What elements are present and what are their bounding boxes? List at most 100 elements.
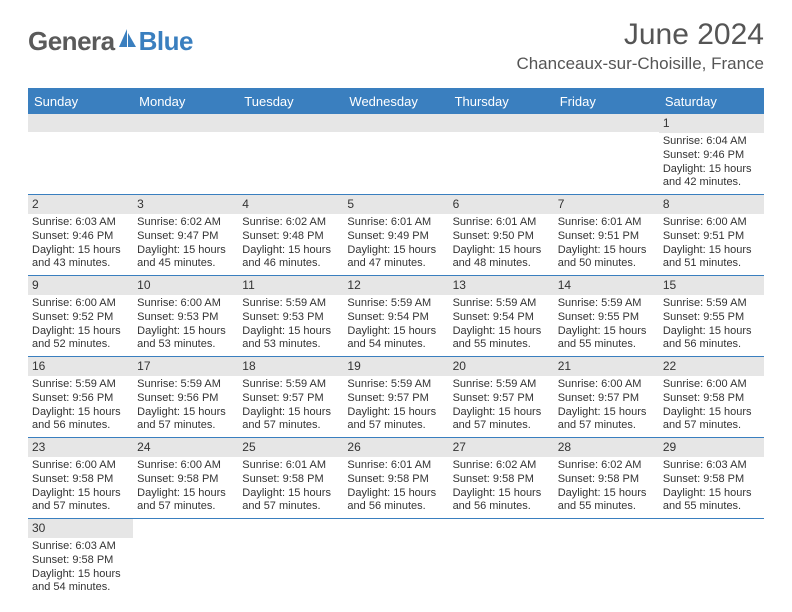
day-cell: 6Sunrise: 6:01 AMSunset: 9:50 PMDaylight… bbox=[449, 195, 554, 275]
day-body: Sunrise: 6:00 AMSunset: 9:53 PMDaylight:… bbox=[133, 295, 238, 356]
daylight-text-1: Daylight: 15 hours bbox=[347, 487, 444, 501]
day-number: 18 bbox=[238, 357, 343, 376]
sunset-text: Sunset: 9:58 PM bbox=[347, 473, 444, 487]
daylight-text-1: Daylight: 15 hours bbox=[663, 325, 760, 339]
daylight-text-2: and 56 minutes. bbox=[32, 419, 129, 433]
day-cell bbox=[343, 114, 448, 194]
day-cell: 16Sunrise: 5:59 AMSunset: 9:56 PMDayligh… bbox=[28, 357, 133, 437]
day-body: Sunrise: 6:02 AMSunset: 9:58 PMDaylight:… bbox=[554, 457, 659, 518]
day-cell bbox=[449, 519, 554, 599]
sunrise-text: Sunrise: 5:59 AM bbox=[453, 378, 550, 392]
daylight-text-2: and 57 minutes. bbox=[137, 419, 234, 433]
daylight-text-1: Daylight: 15 hours bbox=[558, 244, 655, 258]
day-cell bbox=[28, 114, 133, 194]
day-body: Sunrise: 6:00 AMSunset: 9:51 PMDaylight:… bbox=[659, 214, 764, 275]
daylight-text-1: Daylight: 15 hours bbox=[663, 406, 760, 420]
day-number: 21 bbox=[554, 357, 659, 376]
day-cell: 23Sunrise: 6:00 AMSunset: 9:58 PMDayligh… bbox=[28, 438, 133, 518]
daylight-text-1: Daylight: 15 hours bbox=[663, 487, 760, 501]
day-number: 16 bbox=[28, 357, 133, 376]
daylight-text-1: Daylight: 15 hours bbox=[558, 406, 655, 420]
day-cell: 12Sunrise: 5:59 AMSunset: 9:54 PMDayligh… bbox=[343, 276, 448, 356]
day-number: 13 bbox=[449, 276, 554, 295]
day-body: Sunrise: 6:03 AMSunset: 9:58 PMDaylight:… bbox=[659, 457, 764, 518]
day-cell: 2Sunrise: 6:03 AMSunset: 9:46 PMDaylight… bbox=[28, 195, 133, 275]
daylight-text-2: and 47 minutes. bbox=[347, 257, 444, 271]
daylight-text-1: Daylight: 15 hours bbox=[347, 406, 444, 420]
sunrise-text: Sunrise: 6:01 AM bbox=[347, 216, 444, 230]
sunset-text: Sunset: 9:57 PM bbox=[558, 392, 655, 406]
day-body: Sunrise: 5:59 AMSunset: 9:55 PMDaylight:… bbox=[554, 295, 659, 356]
daylight-text-2: and 55 minutes. bbox=[453, 338, 550, 352]
daylight-text-2: and 43 minutes. bbox=[32, 257, 129, 271]
day-number bbox=[449, 519, 554, 537]
day-cell bbox=[554, 114, 659, 194]
location-label: Chanceaux-sur-Choisille, France bbox=[516, 54, 764, 74]
sunrise-text: Sunrise: 6:03 AM bbox=[32, 216, 129, 230]
sunrise-text: Sunrise: 6:02 AM bbox=[453, 459, 550, 473]
daylight-text-2: and 50 minutes. bbox=[558, 257, 655, 271]
sunset-text: Sunset: 9:48 PM bbox=[242, 230, 339, 244]
brand-logo: Genera Blue bbox=[28, 18, 193, 57]
day-cell: 29Sunrise: 6:03 AMSunset: 9:58 PMDayligh… bbox=[659, 438, 764, 518]
day-number: 7 bbox=[554, 195, 659, 214]
day-number: 26 bbox=[343, 438, 448, 457]
sunset-text: Sunset: 9:58 PM bbox=[453, 473, 550, 487]
day-cell: 5 Sunrise: 6:01 AMSunset: 9:49 PMDaylight… bbox=[343, 195, 448, 275]
sunset-text: Sunset: 9:56 PM bbox=[137, 392, 234, 406]
month-title: June 2024 bbox=[516, 18, 764, 52]
day-body: Sunrise: 6:00 AMSunset: 9:58 PMDaylight:… bbox=[28, 457, 133, 518]
daylight-text-2: and 48 minutes. bbox=[453, 257, 550, 271]
day-number bbox=[238, 519, 343, 537]
day-number: 28 bbox=[554, 438, 659, 457]
sunrise-text: Sunrise: 5:59 AM bbox=[242, 297, 339, 311]
day-cell: 20Sunrise: 5:59 AMSunset: 9:57 PMDayligh… bbox=[449, 357, 554, 437]
day-cell bbox=[554, 519, 659, 599]
sunrise-text: Sunrise: 5:59 AM bbox=[242, 378, 339, 392]
sunrise-text: Sunrise: 5:59 AM bbox=[453, 297, 550, 311]
day-body: Sunrise: 5:59 AMSunset: 9:56 PMDaylight:… bbox=[133, 376, 238, 437]
day-number: 5 bbox=[343, 195, 448, 214]
daylight-text-2: and 57 minutes. bbox=[242, 419, 339, 433]
daylight-text-1: Daylight: 15 hours bbox=[242, 406, 339, 420]
daylight-text-2: and 46 minutes. bbox=[242, 257, 339, 271]
daylight-text-2: and 51 minutes. bbox=[663, 257, 760, 271]
day-cell: 14Sunrise: 5:59 AMSunset: 9:55 PMDayligh… bbox=[554, 276, 659, 356]
day-body: Sunrise: 5:59 AMSunset: 9:57 PMDaylight:… bbox=[449, 376, 554, 437]
sunrise-text: Sunrise: 6:01 AM bbox=[558, 216, 655, 230]
day-body: Sunrise: 6:02 AMSunset: 9:48 PMDaylight:… bbox=[238, 214, 343, 275]
day-number: 27 bbox=[449, 438, 554, 457]
daylight-text-1: Daylight: 15 hours bbox=[663, 163, 760, 177]
sunset-text: Sunset: 9:58 PM bbox=[32, 554, 129, 568]
day-number bbox=[133, 519, 238, 537]
day-body: Sunrise: 6:04 AMSunset: 9:46 PMDaylight:… bbox=[659, 133, 764, 194]
day-number bbox=[238, 114, 343, 132]
daylight-text-2: and 56 minutes. bbox=[453, 500, 550, 514]
day-number bbox=[28, 114, 133, 132]
day-cell: 10Sunrise: 6:00 AMSunset: 9:53 PMDayligh… bbox=[133, 276, 238, 356]
sunset-text: Sunset: 9:49 PM bbox=[347, 230, 444, 244]
sunset-text: Sunset: 9:56 PM bbox=[32, 392, 129, 406]
sunrise-text: Sunrise: 5:59 AM bbox=[137, 378, 234, 392]
weekday-header: Sunday bbox=[28, 90, 133, 114]
daylight-text-1: Daylight: 15 hours bbox=[137, 406, 234, 420]
daylight-text-1: Daylight: 15 hours bbox=[137, 244, 234, 258]
sunrise-text: Sunrise: 6:04 AM bbox=[663, 135, 760, 149]
day-number bbox=[343, 114, 448, 132]
weekday-header: Thursday bbox=[449, 90, 554, 114]
daylight-text-1: Daylight: 15 hours bbox=[347, 244, 444, 258]
week-row: 2Sunrise: 6:03 AMSunset: 9:46 PMDaylight… bbox=[28, 195, 764, 276]
weeks-container: 1Sunrise: 6:04 AMSunset: 9:46 PMDaylight… bbox=[28, 114, 764, 599]
day-number: 10 bbox=[133, 276, 238, 295]
day-cell bbox=[238, 519, 343, 599]
day-number: 2 bbox=[28, 195, 133, 214]
daylight-text-1: Daylight: 15 hours bbox=[558, 487, 655, 501]
sunrise-text: Sunrise: 6:01 AM bbox=[347, 459, 444, 473]
day-body: Sunrise: 6:02 AMSunset: 9:47 PMDaylight:… bbox=[133, 214, 238, 275]
sunrise-text: Sunrise: 6:00 AM bbox=[32, 297, 129, 311]
day-number: 30 bbox=[28, 519, 133, 538]
day-body: Sunrise: 6:01 AMSunset: 9:58 PMDaylight:… bbox=[343, 457, 448, 518]
day-body: Sunrise: 6:02 AMSunset: 9:58 PMDaylight:… bbox=[449, 457, 554, 518]
day-cell: 27Sunrise: 6:02 AMSunset: 9:58 PMDayligh… bbox=[449, 438, 554, 518]
day-body: Sunrise: 6:00 AMSunset: 9:57 PMDaylight:… bbox=[554, 376, 659, 437]
